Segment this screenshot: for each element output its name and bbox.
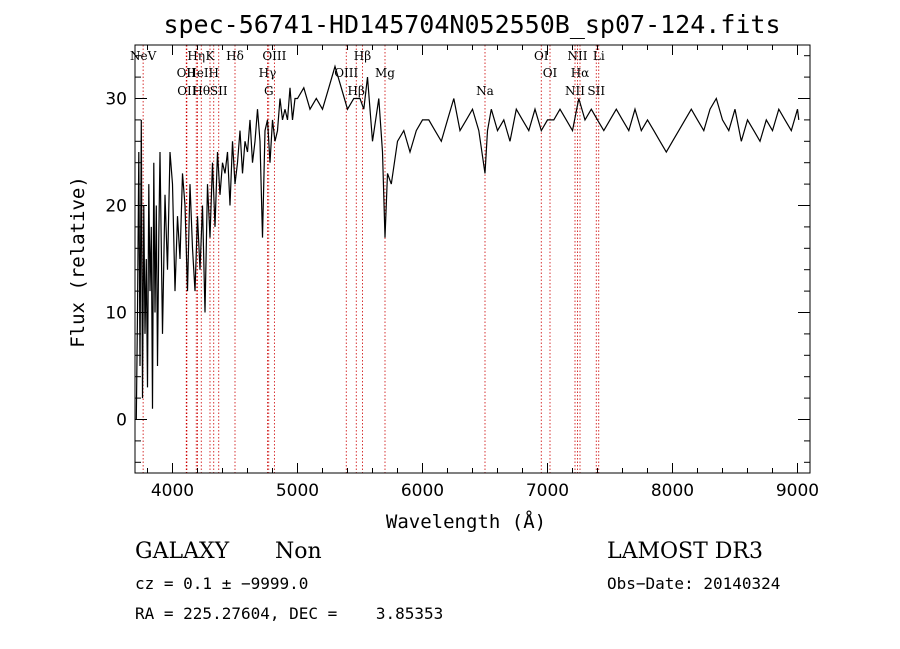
object-class: GALAXY bbox=[135, 539, 230, 564]
x-tick-label: 4000 bbox=[151, 481, 194, 501]
line-label: OII bbox=[177, 66, 197, 80]
spectrum-line bbox=[135, 64, 800, 420]
redshift-readout: cz = 0.1 ± −9999.0 bbox=[135, 574, 308, 593]
line-label: Hα bbox=[571, 66, 590, 80]
line-label: Hη bbox=[187, 49, 205, 63]
line-label: Hβ bbox=[354, 49, 371, 63]
line-label: NII bbox=[565, 84, 585, 98]
line-label: H bbox=[209, 66, 219, 80]
emission-line-markers bbox=[142, 45, 600, 473]
line-label: Hδ bbox=[226, 49, 244, 63]
line-label: HeI bbox=[186, 66, 209, 80]
object-subclass: Non bbox=[275, 539, 322, 564]
line-label: OII bbox=[177, 84, 197, 98]
line-label: OI bbox=[543, 66, 558, 80]
line-label: OI bbox=[534, 49, 549, 63]
line-label: K bbox=[206, 49, 216, 63]
axis-ticks bbox=[135, 45, 810, 473]
x-tick-label: 9000 bbox=[776, 481, 819, 501]
line-label: Hβ bbox=[348, 84, 365, 98]
line-label: Hθ bbox=[192, 84, 210, 98]
axis-tick-labels: 4000 5000 6000 7000 8000 9000 0 10 20 30 bbox=[105, 90, 819, 502]
x-tick-label: 7000 bbox=[526, 481, 569, 501]
emission-line-labels: NeV OII OII Hη HeI Hθ KH SII Hδ Hγ G OIII OIII Hβ Hβ Mg… bbox=[130, 49, 605, 98]
x-tick-label: 8000 bbox=[651, 481, 694, 501]
obs-date: Obs−Date: 20140324 bbox=[607, 574, 780, 593]
x-tick-label: 5000 bbox=[276, 481, 319, 501]
line-label: SII bbox=[587, 84, 605, 98]
line-label: NII bbox=[568, 49, 588, 63]
line-label: Na bbox=[476, 84, 494, 98]
line-label: NeV bbox=[130, 49, 157, 63]
chart-title: spec-56741-HD145704N052550B_sp07-124.fit… bbox=[163, 10, 780, 39]
line-label: Li bbox=[593, 49, 605, 63]
y-axis-label: Flux (relative) bbox=[67, 176, 89, 348]
line-label: Mg bbox=[375, 66, 395, 80]
y-tick-label: 20 bbox=[105, 197, 127, 217]
y-tick-label: 30 bbox=[105, 90, 127, 110]
line-label: OIII bbox=[334, 66, 358, 80]
line-label: G bbox=[264, 84, 274, 98]
line-label: SII bbox=[210, 84, 228, 98]
x-tick-label: 6000 bbox=[401, 481, 444, 501]
ra-dec-readout: RA = 225.27604, DEC = 3.85353 bbox=[135, 604, 443, 623]
survey-name: LAMOST DR3 bbox=[607, 539, 763, 564]
y-tick-label: 10 bbox=[105, 304, 127, 324]
y-tick-label: 0 bbox=[116, 411, 127, 431]
line-label: Hγ bbox=[259, 66, 277, 80]
x-axis-label: Wavelength (Å) bbox=[386, 510, 546, 533]
line-label: OIII bbox=[262, 49, 286, 63]
